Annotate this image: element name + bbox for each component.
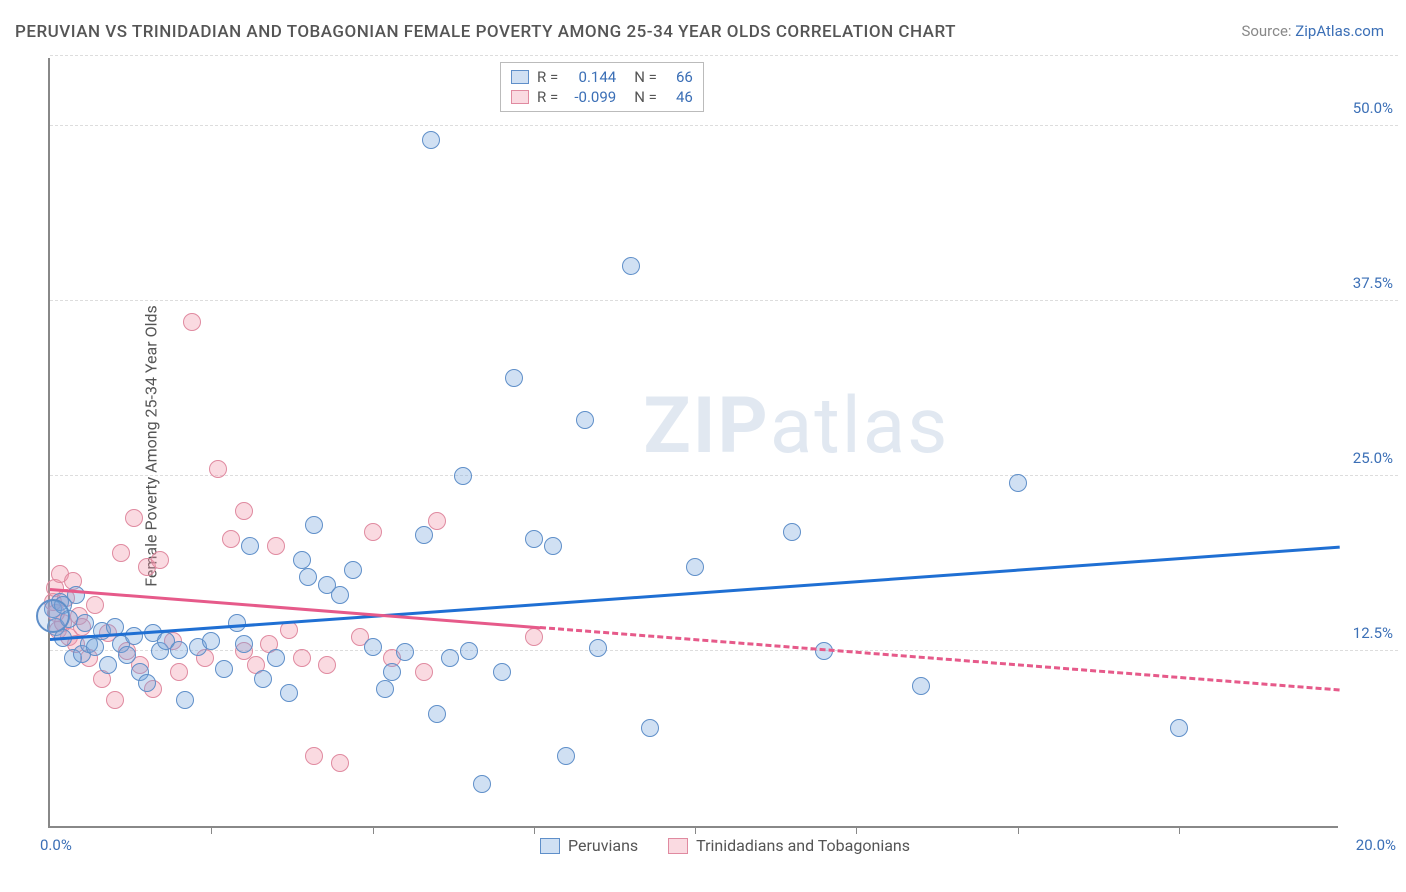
data-point-trinidadians	[331, 754, 349, 772]
y-tick-label: 37.5%	[1353, 274, 1393, 292]
data-point-cluster	[36, 599, 70, 633]
gridline	[50, 475, 1398, 476]
data-point-peruvians	[454, 467, 472, 485]
data-point-trinidadians	[222, 530, 240, 548]
data-point-trinidadians	[267, 537, 285, 555]
data-point-trinidadians	[305, 747, 323, 765]
correlation-stats-box: R =0.144N =66R =-0.099N =46	[500, 62, 704, 112]
data-point-peruvians	[202, 632, 220, 650]
data-point-peruvians	[641, 719, 659, 737]
y-tick-label: 12.5%	[1353, 624, 1393, 642]
data-point-peruvians	[170, 641, 188, 659]
data-point-peruvians	[1009, 474, 1027, 492]
data-point-trinidadians	[209, 460, 227, 478]
data-point-peruvians	[138, 674, 156, 692]
x-tick	[1018, 826, 1019, 834]
data-point-peruvians	[473, 775, 491, 793]
y-tick-label: 25.0%	[1353, 449, 1393, 467]
gridline	[50, 125, 1398, 126]
data-point-peruvians	[176, 691, 194, 709]
x-tick	[534, 826, 535, 834]
data-point-peruvians	[118, 646, 136, 664]
data-point-peruvians	[415, 526, 433, 544]
data-point-peruvians	[305, 516, 323, 534]
data-point-peruvians	[215, 660, 233, 678]
data-point-trinidadians	[170, 663, 188, 681]
swatch-icon	[668, 838, 688, 854]
data-point-peruvians	[686, 558, 704, 576]
chart-title: PERUVIAN VS TRINIDADIAN AND TOBAGONIAN F…	[15, 22, 956, 42]
x-axis-max-label: 20.0%	[1356, 836, 1396, 854]
stat-row-peruvians: R =0.144N =66	[511, 67, 693, 87]
data-point-peruvians	[364, 638, 382, 656]
data-point-peruvians	[125, 627, 143, 645]
source-link[interactable]: ZipAtlas.com	[1295, 22, 1384, 40]
data-point-trinidadians	[112, 544, 130, 562]
data-point-peruvians	[86, 638, 104, 656]
data-point-trinidadians	[428, 512, 446, 530]
legend-item-peruvians: Peruvians	[540, 835, 638, 856]
data-point-peruvians	[254, 670, 272, 688]
watermark: ZIPatlas	[643, 381, 949, 472]
data-point-trinidadians	[235, 502, 253, 520]
data-point-peruvians	[589, 639, 607, 657]
data-point-peruvians	[525, 530, 543, 548]
data-point-trinidadians	[151, 551, 169, 569]
data-point-peruvians	[241, 537, 259, 555]
data-point-peruvians	[576, 411, 594, 429]
x-tick	[211, 826, 212, 834]
data-point-peruvians	[299, 568, 317, 586]
data-point-peruvians	[422, 131, 440, 149]
data-point-trinidadians	[293, 649, 311, 667]
data-point-trinidadians	[364, 523, 382, 541]
data-point-peruvians	[280, 684, 298, 702]
scatter-plot: ZIPatlas R =0.144N =66R =-0.099N =46 0.0…	[48, 58, 1338, 828]
data-point-peruvians	[912, 677, 930, 695]
data-point-trinidadians	[318, 656, 336, 674]
legend-item-trinidadians: Trinidadians and Tobagonians	[668, 835, 910, 856]
data-point-peruvians	[557, 747, 575, 765]
gridline	[50, 300, 1398, 301]
x-tick	[1179, 826, 1180, 834]
data-point-peruvians	[441, 649, 459, 667]
data-point-peruvians	[544, 537, 562, 555]
data-point-peruvians	[293, 551, 311, 569]
source-attribution: Source: ZipAtlas.com	[1241, 22, 1384, 40]
stat-row-trinidadians: R =-0.099N =46	[511, 87, 693, 107]
data-point-peruvians	[505, 369, 523, 387]
data-point-peruvians	[428, 705, 446, 723]
data-point-trinidadians	[106, 691, 124, 709]
data-point-trinidadians	[125, 509, 143, 527]
swatch-icon	[511, 70, 529, 84]
x-tick	[695, 826, 696, 834]
data-point-peruvians	[235, 635, 253, 653]
data-point-peruvians	[460, 642, 478, 660]
data-point-peruvians	[1170, 719, 1188, 737]
data-point-peruvians	[99, 656, 117, 674]
data-point-trinidadians	[183, 313, 201, 331]
data-point-peruvians	[228, 614, 246, 632]
gridline	[50, 55, 1398, 56]
y-tick-label: 50.0%	[1353, 99, 1393, 117]
data-point-trinidadians	[525, 628, 543, 646]
data-point-peruvians	[383, 663, 401, 681]
data-point-peruvians	[376, 680, 394, 698]
data-point-peruvians	[622, 257, 640, 275]
trend-line-extrapolated	[540, 626, 1340, 691]
data-point-peruvians	[493, 663, 511, 681]
data-point-trinidadians	[86, 596, 104, 614]
swatch-icon	[511, 90, 529, 104]
data-point-trinidadians	[415, 663, 433, 681]
data-point-peruvians	[331, 586, 349, 604]
data-point-peruvians	[267, 649, 285, 667]
series-legend: Peruvians Trinidadians and Tobagonians	[540, 835, 910, 856]
data-point-peruvians	[344, 561, 362, 579]
x-tick	[373, 826, 374, 834]
data-point-peruvians	[396, 643, 414, 661]
swatch-icon	[540, 838, 560, 854]
data-point-peruvians	[783, 523, 801, 541]
x-tick	[856, 826, 857, 834]
x-axis-origin-label: 0.0%	[40, 836, 72, 854]
